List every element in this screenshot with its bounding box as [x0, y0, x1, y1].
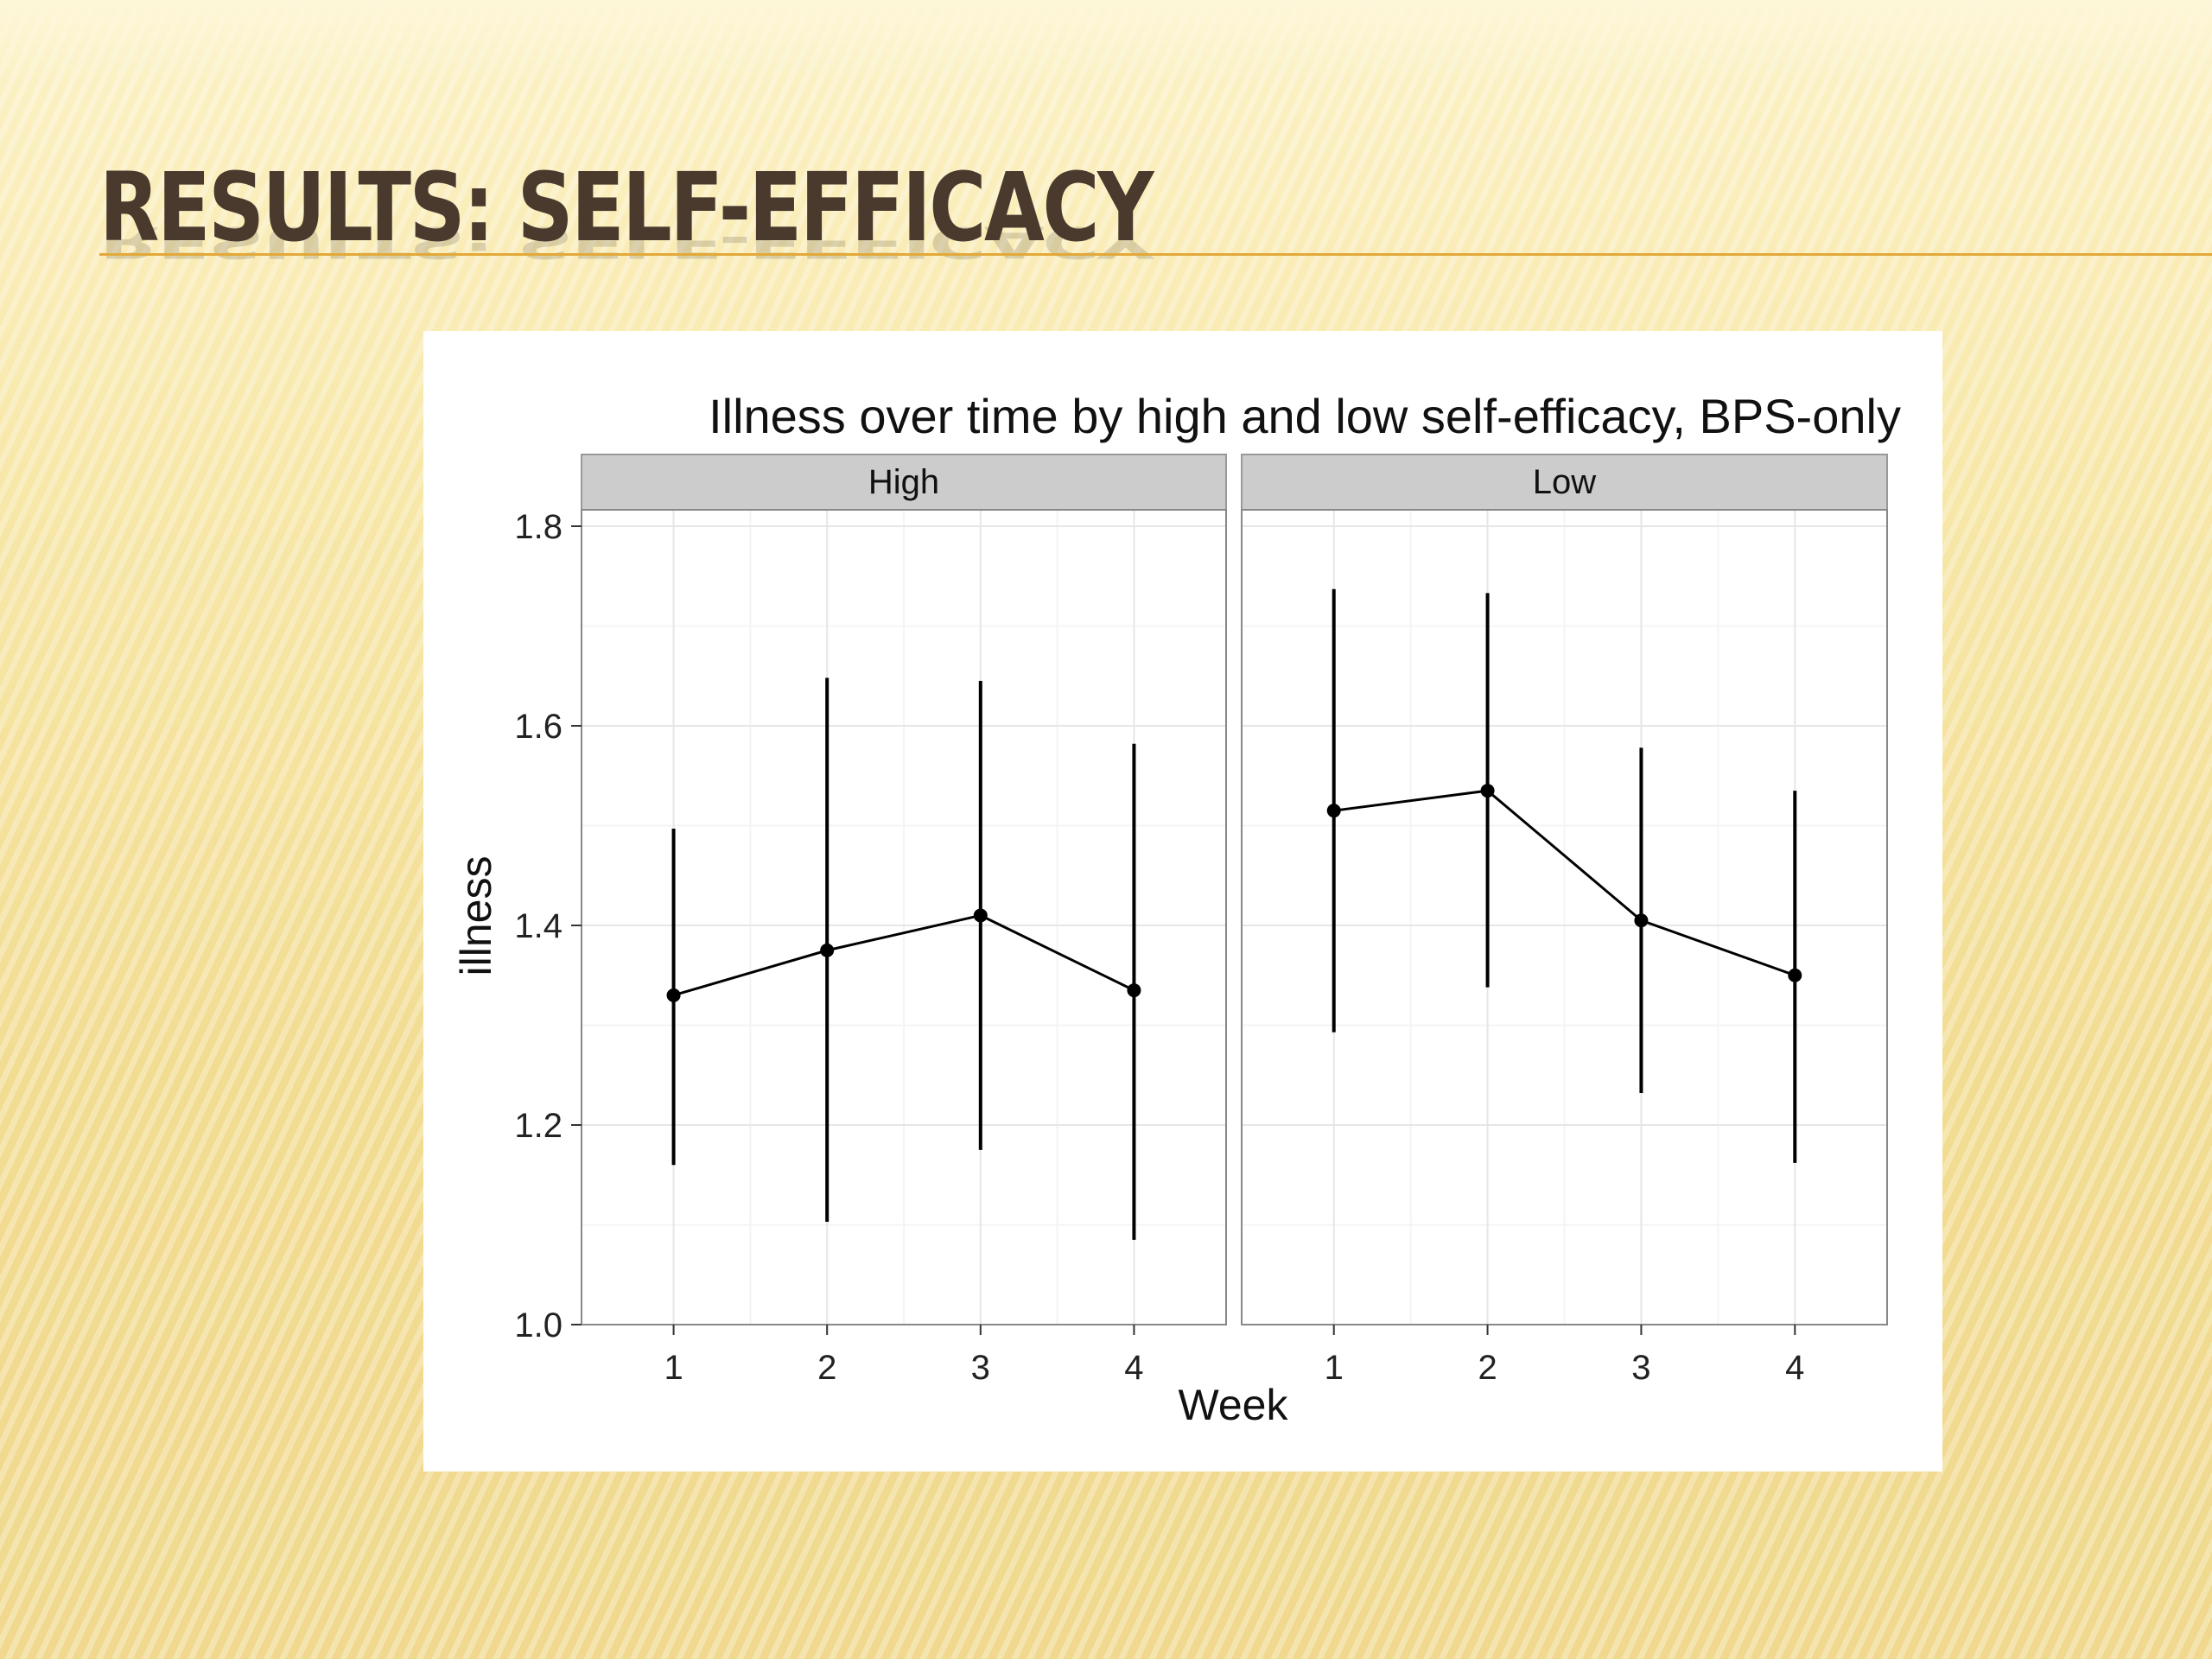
facet-border-1	[1241, 509, 1888, 1325]
data-point	[1326, 804, 1341, 818]
slide-top-band	[0, 0, 2212, 86]
facet-border-0	[581, 509, 1227, 1325]
x-tick-label: 1	[664, 1349, 683, 1387]
x-tick-label: 3	[971, 1349, 990, 1387]
x-tick-label: 3	[1631, 1349, 1650, 1387]
title-underline	[99, 253, 2212, 256]
plot-layer: High 1 2 3 4 Low 1 2 3 4 1.0 1.2 1.4 1.6 1.8	[514, 454, 1888, 1387]
y-axis-label: illness	[452, 856, 500, 976]
data-point	[1480, 784, 1495, 798]
x-tick-label: 4	[1785, 1349, 1804, 1387]
y-tick-label: 1.4	[514, 907, 563, 945]
chart-title: Illness over time by high and low self-e…	[709, 389, 1901, 443]
facet-strip-0	[581, 454, 1227, 511]
data-point	[973, 908, 988, 923]
slide-title: RESULTS: SELF-EFFICACY	[99, 152, 1154, 263]
data-point	[666, 988, 681, 1002]
facet-label-0: High	[868, 463, 939, 501]
slide-title-reflection: RESULTS: SELF-EFFICACY	[99, 217, 1152, 268]
y-tick-label: 1.6	[514, 708, 563, 746]
data-point	[1788, 968, 1802, 982]
x-tick-label: 1	[1325, 1349, 1344, 1387]
facet-label-1: Low	[1533, 463, 1596, 501]
series-line-high	[673, 913, 1135, 997]
chart-panel: Illness over time by high and low self-e…	[423, 331, 1942, 1471]
x-tick-label: 4	[1124, 1349, 1143, 1387]
data-point	[1127, 983, 1141, 998]
y-tick-label: 1.0	[514, 1306, 563, 1344]
data-point	[820, 943, 835, 957]
x-tick-label: 2	[1478, 1349, 1497, 1387]
x-tick-label: 2	[817, 1349, 836, 1387]
faceted-line-chart: Illness over time by high and low self-e…	[452, 389, 1901, 1429]
y-tick-label: 1.8	[514, 508, 563, 546]
x-axis-label: Week	[1179, 1381, 1289, 1429]
y-tick-label: 1.2	[514, 1107, 563, 1145]
series-line-low	[1333, 789, 1796, 977]
data-point	[1634, 913, 1649, 928]
